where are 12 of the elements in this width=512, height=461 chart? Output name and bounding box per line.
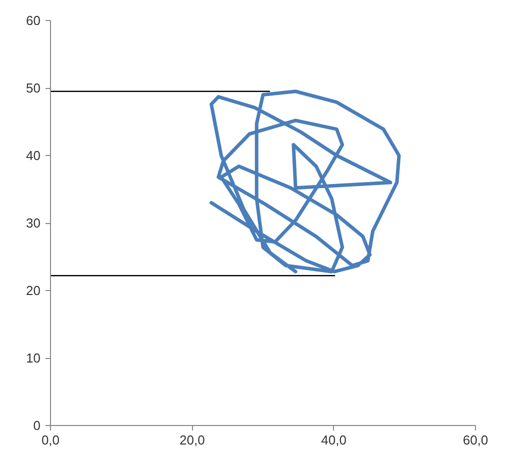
y-tick-label: 60 [26,13,41,28]
y-tick-label: 10 [26,350,41,366]
x-tick-label: 40,0 [321,432,346,448]
y-tick-label: 20 [26,283,41,298]
y-tick-label: 50 [26,80,41,96]
x-tick-label: 20,0 [180,432,205,448]
x-tick-label: 0,0 [41,432,60,448]
y-tick-label: 0 [33,418,41,433]
line-series [210,90,401,274]
y-tick-label: 40 [26,148,41,163]
x-tick-label: 60,0 [462,432,488,448]
y-tick-label: 30 [26,216,41,230]
